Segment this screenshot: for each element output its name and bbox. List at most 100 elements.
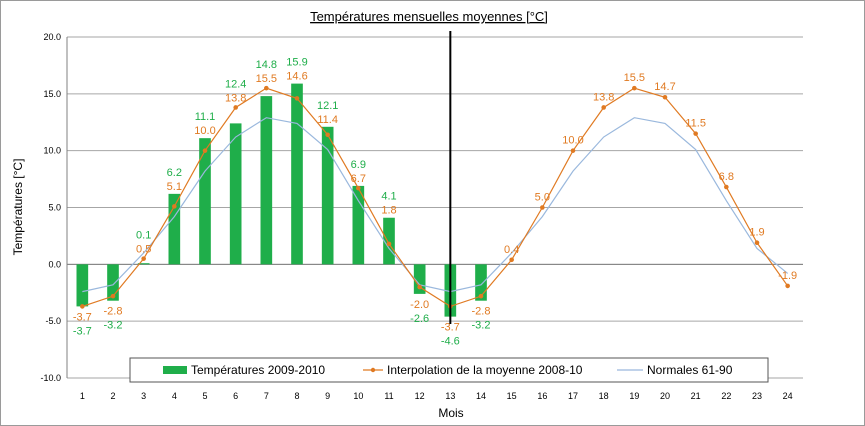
x-tick-label: 6: [233, 391, 238, 401]
normales-line: [82, 117, 789, 293]
line-series: [80, 85, 790, 309]
interpolation-point: [417, 284, 422, 290]
y-tick-label: -5.0: [45, 316, 61, 326]
bar-label: -2.6: [410, 313, 429, 325]
x-tick-label: 12: [415, 391, 425, 401]
y-tick-label: 20.0: [43, 32, 61, 42]
x-tick-label: 16: [537, 391, 547, 401]
legend-label-interp: Interpolation de la moyenne 2008-10: [387, 363, 583, 377]
x-tick-label: 19: [629, 391, 639, 401]
interpolation-label: -3.7: [73, 311, 92, 323]
bar: [76, 264, 89, 307]
y-tick-label: -10.0: [40, 373, 61, 383]
interpolation-point: [386, 241, 392, 247]
interpolation-point: [141, 256, 146, 261]
interpolation-point: [202, 148, 208, 153]
x-tick-label: 22: [721, 391, 731, 401]
y-tick-label: 5.0: [48, 203, 61, 213]
interpolation-point: [172, 204, 177, 209]
bar-label: -4.6: [441, 336, 460, 348]
interpolation-point: [110, 293, 116, 299]
x-axis-label: Mois: [438, 406, 463, 420]
x-tick-label: 18: [599, 391, 609, 401]
interpolation-label: 10.0: [194, 125, 215, 137]
legend-box: [129, 357, 769, 383]
x-tick-label: 24: [783, 391, 793, 401]
interpolation-point: [693, 131, 698, 136]
interpolation-line: [82, 87, 789, 308]
bar: [199, 138, 211, 265]
bar: [291, 83, 303, 265]
x-tick-label: 7: [264, 391, 269, 401]
interpolation-point: [264, 85, 269, 91]
bar-label: -3.7: [73, 325, 92, 337]
data-labels: -3.7 -2.8 0.5 5.1 10.0 13.8 15.5 14.6 11.4 6.7 1.8…: [73, 57, 797, 348]
interpolation-label: 0.4: [504, 244, 519, 256]
bar-label: 11.1: [195, 111, 216, 123]
interpolation-point: [80, 304, 85, 309]
interpolation-label: 5.1: [167, 181, 182, 193]
interpolation-point: [478, 293, 484, 299]
interpolation-label: 11.4: [317, 114, 338, 126]
bar: [107, 264, 119, 301]
legend-label-normales: Normales 61-90: [647, 363, 733, 377]
legend: Températures 2009-2010 Interpolation de …: [129, 357, 769, 383]
y-tick-label: 10.0: [43, 146, 61, 156]
bar: [260, 96, 273, 265]
x-tick-label: 5: [202, 391, 207, 401]
x-tick-label: 21: [691, 391, 701, 401]
interpolation-point: [754, 240, 760, 246]
bar: [168, 193, 181, 265]
bar-label: 14.8: [256, 59, 277, 71]
bar: [475, 264, 487, 301]
x-tick-label: 15: [507, 391, 517, 401]
interpolation-label: 13.8: [593, 91, 614, 103]
interpolation-point: [294, 96, 300, 101]
bar-label: 6.2: [167, 167, 182, 179]
bar-label: 12.4: [225, 78, 246, 90]
interpolation-label: 15.5: [624, 72, 645, 84]
y-tick-label: 15.0: [43, 89, 61, 99]
bar-label: -3.2: [104, 320, 123, 332]
interpolation-point: [632, 85, 637, 91]
x-tick-label: 10: [353, 391, 363, 401]
interpolation-label: -3.7: [441, 322, 460, 334]
interpolation-point: [509, 257, 514, 263]
bar-label: 12.1: [317, 100, 338, 112]
x-tick-label: 13: [445, 391, 455, 401]
y-axis-label: Températures [°C]: [11, 159, 25, 256]
interpolation-label: 14.7: [654, 81, 675, 93]
interpolation-point: [724, 184, 729, 190]
y-axis: 20.0 15.0 10.0 5.0 0.0 -5.0 -10.0: [40, 32, 68, 383]
interpolation-label: 1.9: [749, 227, 764, 239]
x-tick-label: 1: [80, 391, 85, 401]
x-tick-label: 2: [110, 391, 115, 401]
interpolation-label: 1.8: [381, 205, 396, 217]
interpolation-label: 10.0: [562, 135, 583, 147]
bar: [413, 264, 426, 294]
x-tick-label: 9: [325, 391, 330, 401]
x-axis: 1 2 3 4 5 6 7 8 9 10 11 12 13 14 15 16 17 18 19 20 21 22 23 24: [67, 263, 803, 401]
bar: [321, 126, 334, 265]
bar: [383, 217, 395, 265]
interpolation-label: 6.7: [351, 173, 366, 185]
x-tick-label: 11: [384, 391, 393, 401]
interpolation-label: -1.9: [778, 270, 797, 282]
interpolation-point: [662, 94, 668, 100]
interpolation-label: 5.0: [535, 192, 550, 204]
interpolation-label: 11.5: [685, 118, 706, 130]
legend-marker-interp: [370, 367, 376, 373]
x-tick-label: 20: [660, 391, 670, 401]
interpolation-point: [785, 283, 790, 289]
interpolation-point: [325, 132, 330, 138]
interpolation-label: 14.6: [286, 71, 307, 83]
interpolation-point: [356, 185, 361, 191]
interpolation-point: [570, 148, 576, 153]
x-tick-label: 4: [172, 391, 177, 401]
bar: [137, 263, 150, 265]
interpolation-label: 15.5: [256, 73, 277, 85]
interpolation-point: [601, 105, 606, 110]
bar-label: 0.1: [136, 230, 151, 242]
